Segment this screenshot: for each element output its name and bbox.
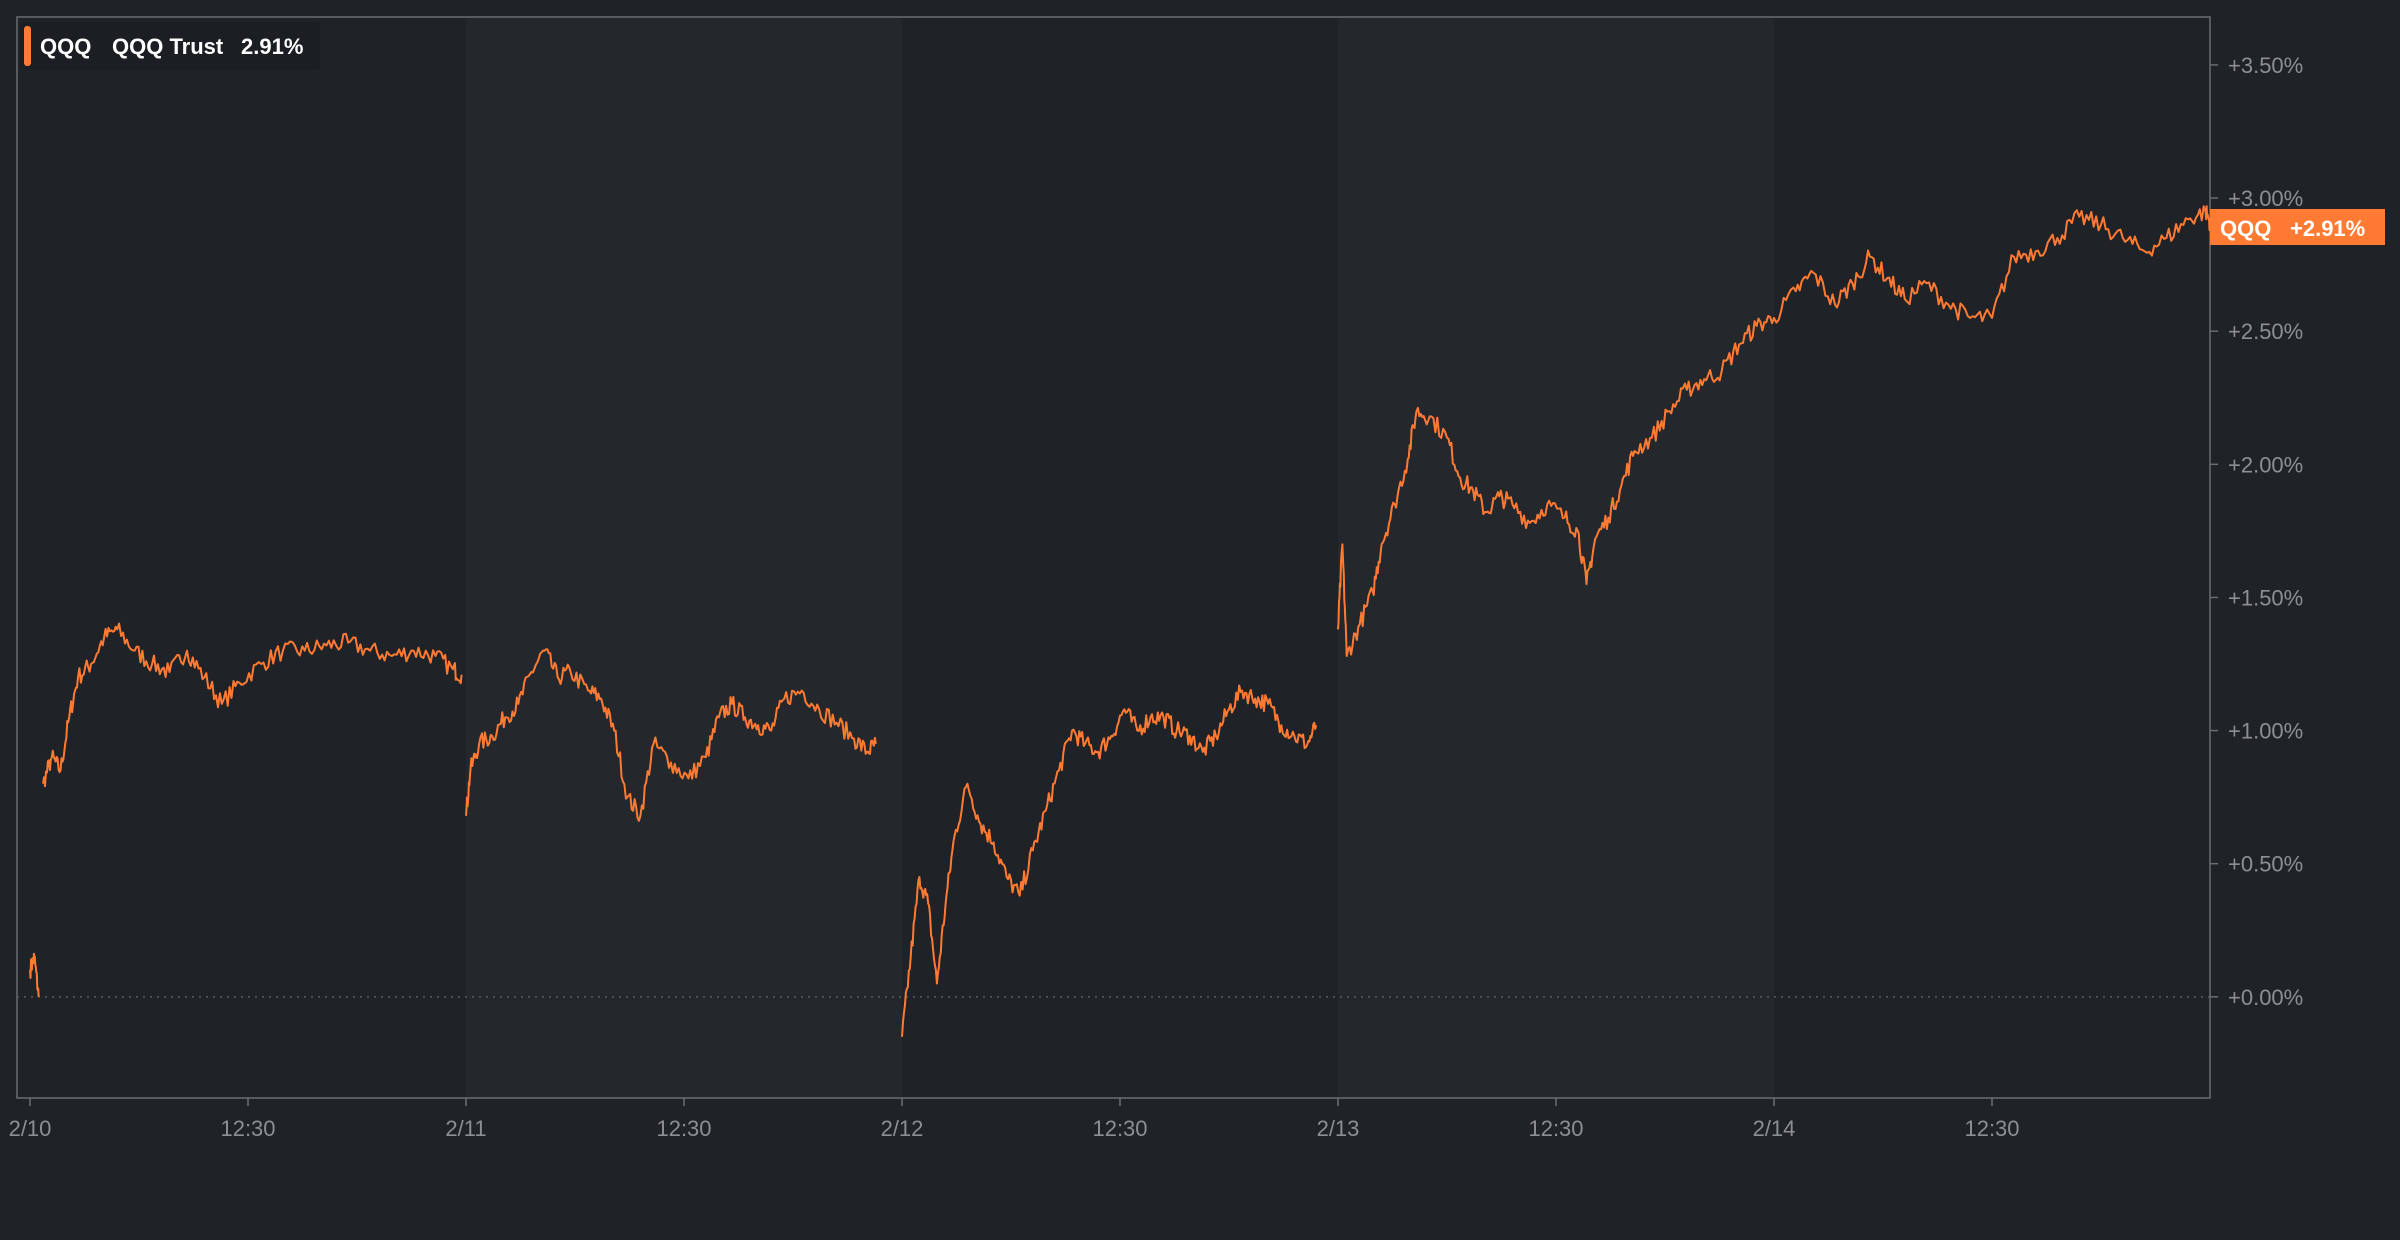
x-tick-label: 2/10 [9,1116,52,1141]
x-tick-label: 12:30 [220,1116,275,1141]
y-tick-label: +2.00% [2228,452,2303,477]
x-tick-label: 12:30 [1528,1116,1583,1141]
x-tick-label: 12:30 [656,1116,711,1141]
legend-background [20,22,320,70]
series-line-segment [1337,205,2211,657]
x-tick-label: 12:30 [1092,1116,1147,1141]
series-qqq [29,205,2211,1037]
x-tick-label: 12:30 [1964,1116,2019,1141]
y-tick-label: +1.50% [2228,585,2303,610]
series-line-segment [901,684,1318,1037]
legend-color-swatch [24,26,31,66]
session-band-3 [1338,17,1774,1098]
x-axis: 2/10 12:30 2/11 12:30 2/12 12:30 2/13 12:30 2/14… [9,1098,2020,1141]
last-value-badge: QQQ +2.91% [2210,209,2385,245]
x-tick-label: 2/12 [881,1116,924,1141]
plot-area-frame [16,16,2211,1099]
legend-name: QQQ Trust [112,34,224,59]
y-tick-label: +1.00% [2228,719,2303,744]
last-value-badge-background [2210,209,2385,245]
y-tick-label: +3.00% [2228,186,2303,211]
y-axis: +0.00% +0.50% +1.00% +1.50% +2.00% +2.50% +3.0… [2210,53,2303,1010]
series-line-segment [465,648,877,822]
x-tick-label: 2/13 [1317,1116,1360,1141]
x-tick-label: 2/14 [1753,1116,1796,1141]
badge-symbol: QQQ [2220,216,2271,241]
session-band-1 [466,17,902,1098]
legend-change: 2.91% [241,34,303,59]
session-bands [466,17,1774,1098]
legend[interactable]: QQQ QQQ Trust 2.91% [20,22,320,70]
x-tick-label: 2/11 [445,1116,486,1141]
y-tick-label: +0.50% [2228,852,2303,877]
series-line-segment [29,952,40,997]
y-tick-label: +3.50% [2228,53,2303,78]
legend-symbol: QQQ [40,34,91,59]
series-layer [29,205,2211,1037]
series-line-segment [42,622,463,788]
y-tick-label: +0.00% [2228,985,2303,1010]
y-tick-label: +2.50% [2228,319,2303,344]
badge-change: +2.91% [2290,216,2365,241]
